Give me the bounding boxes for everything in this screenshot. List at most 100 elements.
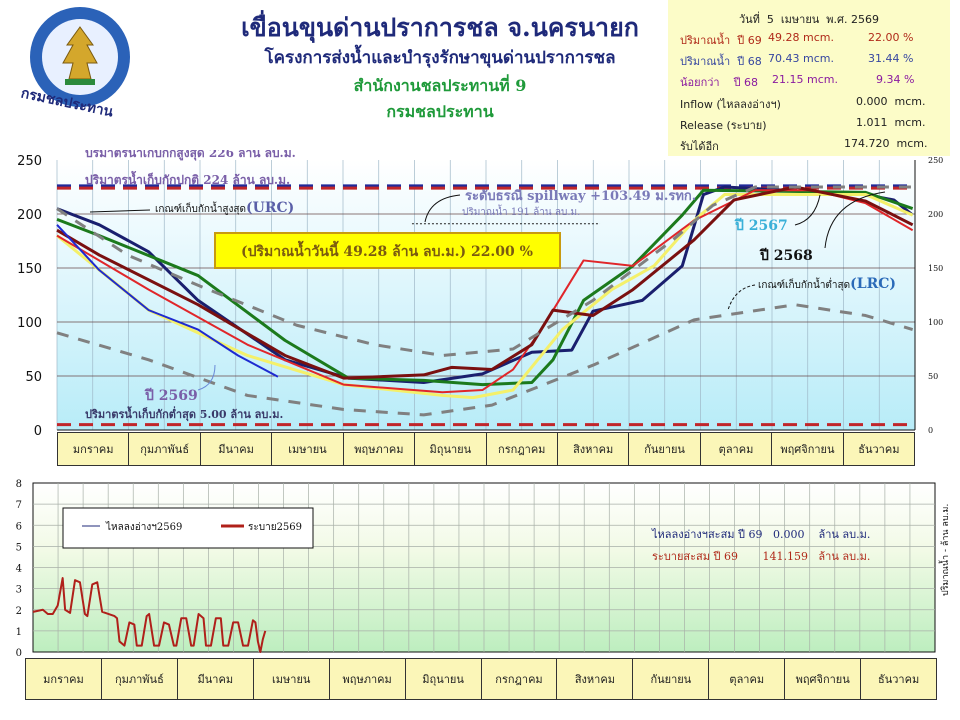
receivable-label: รับได้อีก xyxy=(680,140,719,153)
y-tick-label: 2 xyxy=(16,606,22,617)
release-label: Release (ระบาย) xyxy=(680,119,767,132)
year-2569-label: ปี 2569 xyxy=(144,388,198,404)
y-tick-label: 6 xyxy=(16,521,22,532)
month-cell: มิถุนายน xyxy=(415,433,487,465)
month-cell: กรกฎาคม xyxy=(482,659,558,699)
y-tick-label: 250 xyxy=(17,154,42,169)
year-2569-arrow xyxy=(197,364,216,391)
series-line xyxy=(56,185,914,384)
month-table-bottom: มกราคม กุมภาพันธ์ มีนาคม เมษายน พฤษภาคม มิถุน… xyxy=(25,658,937,700)
y-tick-label: 50 xyxy=(25,370,42,385)
right-y-tick-label: 150 xyxy=(928,264,943,273)
y-tick-label: 0 xyxy=(16,648,22,658)
series-line xyxy=(56,224,279,378)
release-value: 1.011 mcm. xyxy=(856,116,926,129)
month-cell: เมษายน xyxy=(254,659,330,699)
flow-chart: 0 1 2 3 4 5 6 7 8 ไหลลงอ่างฯ2569 ระบาย2569 ไหลลง… xyxy=(16,479,951,658)
month-cell: กุมภาพันธ์ xyxy=(102,659,178,699)
urc-arrow xyxy=(89,209,151,213)
info-value: 70.43 mcm. xyxy=(768,52,834,65)
series-line xyxy=(56,188,914,387)
year-2567-arrow xyxy=(794,194,821,226)
y-axis-label-right: ปริมาณน้ำ - ล้าน ลบ.ม. xyxy=(938,504,951,596)
year-2568-arrow xyxy=(824,191,886,249)
right-y-tick-label: 50 xyxy=(928,372,938,381)
right-y-tick-label: 250 xyxy=(928,156,943,165)
inflow-value: 0.000 mcm. xyxy=(856,95,926,108)
lrc-arrow xyxy=(727,284,756,311)
inflow-label: Inflow (ไหลลงอ่างฯ) xyxy=(680,98,781,111)
month-cell: กันยายน xyxy=(633,659,710,699)
info-value: 21.15 mcm. xyxy=(772,73,838,86)
month-cell: มีนาคม xyxy=(178,659,254,699)
info-percent: 22.00 % xyxy=(868,31,914,44)
month-cell: ธันวาคม xyxy=(858,443,900,456)
legend-inflow-label: ไหลลงอ่างฯ2569 xyxy=(105,521,182,533)
y-tick-label: 1 xyxy=(16,627,22,638)
right-y-tick-label: 0 xyxy=(928,426,933,435)
storage-chart: 0 50 100 150 200 250 0 50 100 150 200 250 ปริมาตรน้… xyxy=(17,150,943,439)
y-tick-label: 4 xyxy=(16,564,22,575)
info-label: ปริมาณน้ำ ปี 68 xyxy=(680,55,762,68)
month-cell: พฤศจิกายน xyxy=(772,433,844,465)
urc-label: เกณฑ์เก็บกักน้ำสูงสุด(URC) xyxy=(155,200,294,216)
month-cell: พฤศจิกายน xyxy=(785,659,862,699)
release-cumulative-label: ระบายสะสม ปี 69 141.159 ล้าน ลบ.ม. xyxy=(652,550,870,563)
y-tick-label: 3 xyxy=(16,585,22,596)
month-cell: พฤษภาคม xyxy=(330,659,406,699)
month-cell: กุมภาพันธ์ xyxy=(129,433,201,465)
month-cell: เมษายน xyxy=(272,433,344,465)
spillway-volume-label: ปริมาณน้ำ 191 ล้าน ลบ.ม. xyxy=(462,204,580,218)
info-label: ปริมาณน้ำ ปี 69 xyxy=(680,34,762,47)
info-box: วันที่ 5 เมษายน พ.ศ. 2569 ปริมาณน้ำ ปี 6… xyxy=(668,0,950,156)
month-cell: ตุลาคม xyxy=(709,659,786,699)
urc-abbr: (URC) xyxy=(246,200,294,216)
month-cell: มิถุนายน xyxy=(406,659,482,699)
normal-storage-label: ปริมาตรน้ำเก็บกักปกติ 224 ล้าน ลบ.ม. xyxy=(85,170,290,187)
year-2568-label: ปี 2568 xyxy=(759,248,813,264)
month-cell: มกราคม xyxy=(58,433,130,465)
year-2567-label: ปี 2567 xyxy=(734,218,788,234)
info-label: น้อยกว่า ปี 68 xyxy=(680,76,759,89)
office-name: สำนักงานชลประทานที่ 9 xyxy=(353,76,527,95)
department-logo xyxy=(30,7,130,107)
info-percent: 9.34 % xyxy=(876,73,915,86)
info-value: 49.28 mcm. xyxy=(768,31,834,44)
legend xyxy=(62,507,314,549)
series-line xyxy=(56,193,914,400)
month-cell: ธันวาคม xyxy=(878,673,920,686)
series-line xyxy=(56,185,914,380)
y-tick-label: 7 xyxy=(16,500,22,511)
max-storage-label: ปริมาตรน้ำเก็บกักสูงสุด 226 ล้าน ลบ.ม. xyxy=(85,150,296,161)
month-cell: กรกฎาคม xyxy=(487,433,558,465)
report-date: วันที่ 5 เมษายน พ.ศ. 2569 xyxy=(738,13,880,26)
info-percent: 31.44 % xyxy=(868,52,914,65)
lrc-abbr: (LRC) xyxy=(850,276,896,292)
month-cell: สิงหาคม xyxy=(557,659,634,699)
right-y-tick-label: 200 xyxy=(928,210,943,219)
page-title: เขื่อนขุนด่านปราการชล จ.นครนายก xyxy=(241,13,639,42)
today-volume-box xyxy=(214,232,561,269)
y-tick-label: 150 xyxy=(17,262,42,277)
spillway-label: ระดับธรณี spillway +103.49 ม.รทก. xyxy=(465,188,696,204)
month-cell: กันยายน xyxy=(629,433,701,465)
month-cell: มีนาคม xyxy=(201,433,273,465)
y-tick-label: 5 xyxy=(16,542,22,553)
receivable-value: 174.720 mcm. xyxy=(844,137,928,150)
legend-release-label: ระบาย2569 xyxy=(248,522,302,533)
month-table-top: มกราคม กุมภาพันธ์ มีนาคม เมษายน พฤษภาคม มิถุน… xyxy=(57,432,915,466)
y-tick-label: 200 xyxy=(17,208,42,223)
min-storage-label: ปริมาตรน้ำเก็บกักต่ำสุด 5.00 ล้าน ลบ.ม. xyxy=(85,406,283,422)
series-line xyxy=(32,577,267,653)
series-line xyxy=(56,303,914,417)
lrc-label: เกณฑ์เก็บกักน้ำต่ำสุด(LRC) xyxy=(758,276,896,292)
month-cell: พฤษภาคม xyxy=(344,433,416,465)
today-volume-label: (ปริมาณน้ำวันนี้ 49.28 ล้าน ลบ.ม.) 22.00… xyxy=(241,240,533,260)
y-tick-label: 100 xyxy=(17,316,42,331)
right-y-tick-label: 100 xyxy=(928,318,943,327)
lrc-text: เกณฑ์เก็บกักน้ำต่ำสุด xyxy=(758,277,850,291)
month-cell: มกราคม xyxy=(26,659,102,699)
y-tick-label: 0 xyxy=(34,424,42,439)
month-cell: สิงหาคม xyxy=(558,433,630,465)
month-cell: ตุลาคม xyxy=(701,433,773,465)
